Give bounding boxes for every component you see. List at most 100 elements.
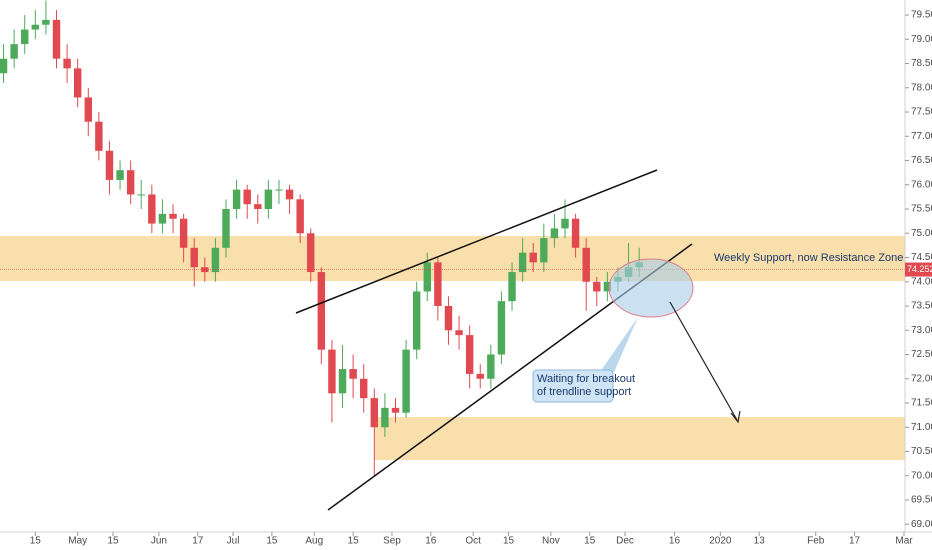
candle-body (52, 19, 61, 59)
x-tick-label: Feb (807, 536, 825, 547)
x-tick-label: May (68, 536, 87, 547)
candle-body (307, 233, 315, 273)
candle-body (116, 170, 124, 180)
x-tick-label: 15 (107, 536, 119, 547)
candle-body (63, 58, 71, 69)
candle-body (296, 199, 304, 234)
x-tick-label: 16 (669, 536, 681, 547)
candle-body (497, 301, 506, 355)
y-tick-label: 69.000 (911, 519, 932, 530)
y-tick-label: 79.000 (911, 34, 932, 45)
candle-body (370, 398, 379, 428)
y-tick-label: 79.500 (911, 10, 932, 21)
candle-body (550, 228, 559, 239)
y-tick-label: 73.500 (911, 301, 932, 312)
arrow (669, 301, 738, 421)
candle-body (31, 24, 40, 30)
candle-body (84, 97, 92, 122)
y-tick-label: 71.500 (911, 398, 932, 409)
candle-body (211, 247, 220, 273)
last-price-label: 74.252 (907, 264, 932, 274)
x-tick-label: Mar (895, 536, 913, 547)
candle-body (222, 209, 230, 248)
candle-body (42, 19, 50, 25)
candle-body (21, 29, 29, 45)
candle-body (10, 44, 18, 59)
x-tick-label: 15 (503, 536, 515, 547)
x-tick-label: Sep (383, 536, 401, 547)
candle-body (254, 204, 262, 210)
candle-body (571, 218, 580, 248)
x-tick-label: Jun (151, 536, 167, 547)
candle-body (529, 252, 537, 263)
x-tick-label: 17 (849, 536, 861, 547)
candle-body (518, 252, 527, 273)
callout-pointer (600, 317, 638, 372)
candle-body (561, 218, 569, 229)
candle-body (360, 378, 368, 399)
candle-body (243, 189, 251, 205)
x-tick-label: 15 (584, 536, 596, 547)
candle-body (540, 238, 548, 263)
x-tick-label: 15 (30, 536, 42, 547)
candle-body (73, 68, 82, 98)
x-tick-label: Nov (542, 536, 560, 547)
callout-text: Waiting for breakout (537, 373, 635, 385)
highlight-ellipse (608, 258, 694, 318)
x-tick-label: Jul (227, 536, 240, 547)
x-tick-label: 15 (266, 536, 278, 547)
candle-body (603, 281, 612, 292)
candle-body (444, 306, 453, 331)
callout-box (532, 369, 614, 403)
x-tick-label: Dec (616, 536, 634, 547)
y-tick-label: 71.000 (911, 422, 932, 433)
candle-body (381, 407, 389, 428)
x-tick-label: Aug (305, 536, 323, 547)
y-tick-label: 75.000 (911, 228, 932, 239)
candle-body (275, 189, 283, 191)
y-tick-label: 72.500 (911, 349, 932, 360)
last-price-box (905, 262, 932, 277)
candle-body (434, 262, 442, 307)
candle-body (349, 369, 357, 379)
candle-body (126, 170, 135, 195)
candle-body (317, 272, 326, 350)
candle-body (391, 407, 400, 413)
y-tick-label: 74.500 (911, 252, 932, 263)
y-tick-label: 78.000 (911, 82, 932, 93)
y-tick-label: 77.000 (911, 131, 932, 142)
x-tick-label: 15 (348, 536, 360, 547)
candle-body (338, 369, 347, 394)
candle-body (169, 213, 177, 219)
candle-body (465, 335, 474, 374)
x-tick-label: Oct (465, 536, 481, 547)
candle-body (487, 354, 495, 379)
x-tick-label: 13 (754, 536, 766, 547)
y-tick-label: 72.000 (911, 373, 932, 384)
y-tick-label: 76.000 (911, 179, 932, 190)
y-tick-label: 76.500 (911, 155, 932, 166)
candle-body (232, 189, 241, 210)
zone-label: Weekly Support, now Resistance Zone (714, 252, 903, 264)
candle-body (328, 349, 336, 394)
candle-body (423, 262, 431, 292)
y-tick-label: 77.500 (911, 107, 932, 118)
candle-body (593, 281, 601, 292)
y-tick-label: 69.500 (911, 495, 932, 506)
candle-body (402, 349, 410, 413)
callout-text: of trendline support (537, 386, 631, 398)
y-tick-label: 75.500 (911, 204, 932, 215)
zones (0, 236, 905, 460)
candle-body (285, 189, 294, 200)
candle-body (158, 213, 167, 224)
candle-body (412, 291, 421, 350)
y-tick-label: 73.000 (911, 325, 932, 336)
y-tick-label: 70.500 (911, 446, 932, 457)
candle-body (179, 218, 188, 248)
candle-body (476, 373, 484, 379)
candle-body (190, 247, 198, 268)
candle-body (148, 194, 156, 224)
y-tick-label: 74.000 (911, 276, 932, 287)
